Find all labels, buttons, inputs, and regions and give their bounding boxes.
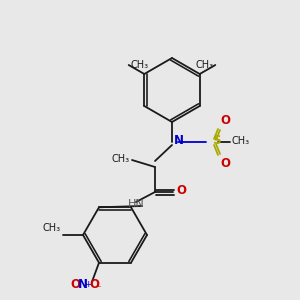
Text: O: O: [220, 157, 230, 170]
Text: ⁻: ⁻: [95, 284, 100, 294]
Text: N: N: [174, 134, 184, 148]
Text: O: O: [220, 114, 230, 127]
Text: CH₃: CH₃: [131, 60, 149, 70]
Text: CH₃: CH₃: [232, 136, 250, 146]
Text: O: O: [70, 278, 80, 291]
Text: S: S: [212, 134, 220, 148]
Text: HN: HN: [128, 199, 145, 209]
Text: O: O: [176, 184, 186, 197]
Text: CH₃: CH₃: [43, 223, 61, 233]
Text: N: N: [78, 278, 88, 291]
Text: CH₃: CH₃: [195, 60, 213, 70]
Text: O: O: [89, 278, 99, 291]
Text: CH₃: CH₃: [112, 154, 130, 164]
Text: +: +: [84, 280, 92, 289]
